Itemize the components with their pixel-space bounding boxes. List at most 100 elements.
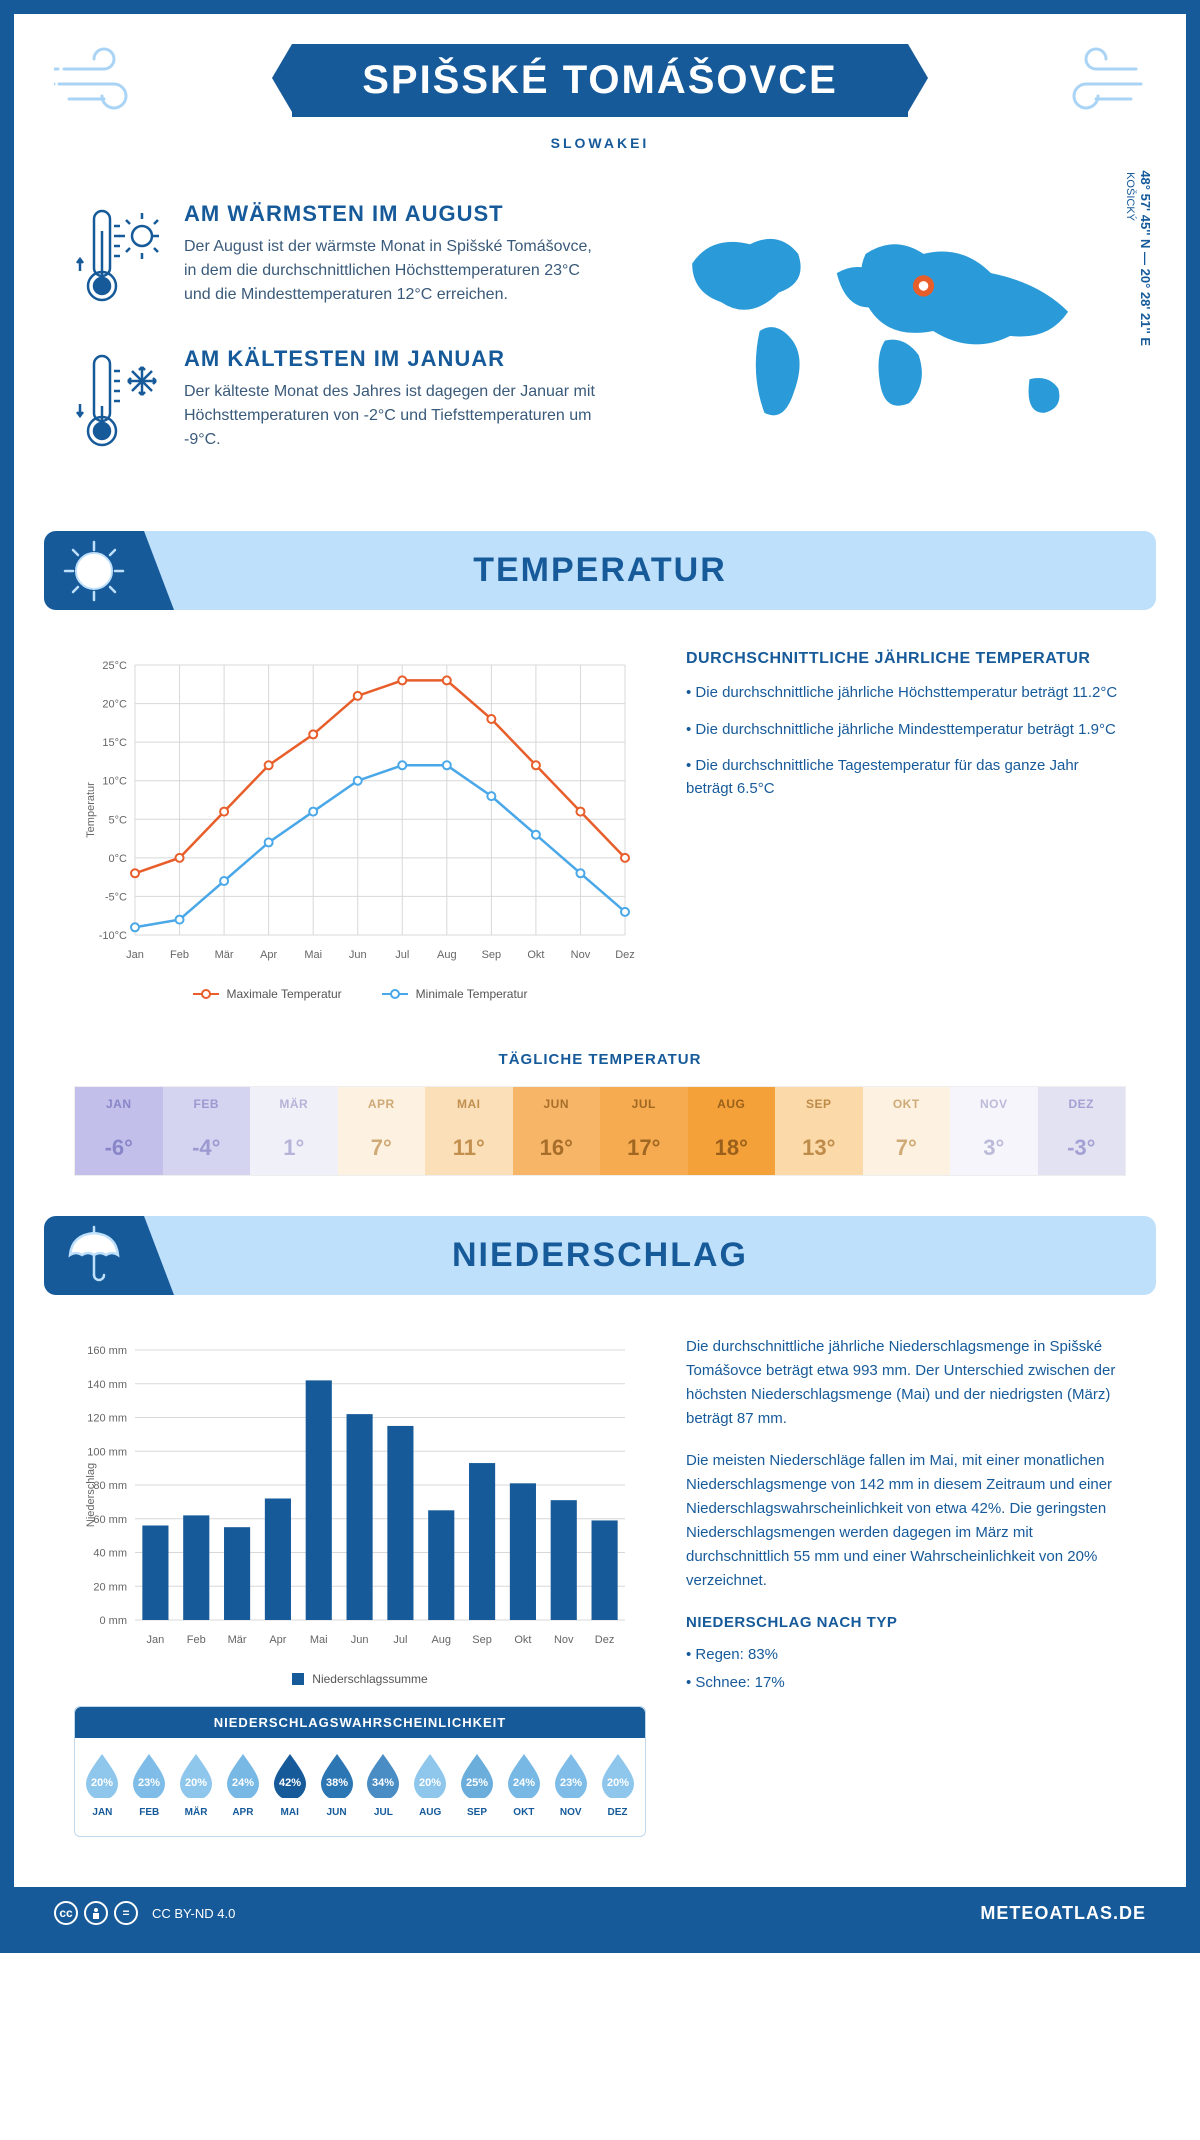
daily-temp-title: TÄGLICHE TEMPERATUR [14,1051,1186,1068]
map-column: KOŠICKÝ 48° 57' 45'' N — 20° 28' 21'' E [644,201,1126,491]
daily-cell: JAN-6° [75,1087,163,1175]
svg-text:Okt: Okt [527,949,544,961]
daily-temperature-table: JAN-6°FEB-4°MÄR1°APR7°MAI11°JUN16°JUL17°… [74,1086,1126,1176]
svg-text:24%: 24% [232,1777,254,1789]
daily-cell: FEB-4° [163,1087,251,1175]
temp-bullet: • Die durchschnittliche Tagestemperatur … [686,755,1126,800]
svg-text:34%: 34% [372,1777,394,1789]
precipitation-text: Die durchschnittliche jährliche Niedersc… [686,1335,1126,1837]
svg-text:23%: 23% [138,1777,160,1789]
precip-paragraph: Die durchschnittliche jährliche Niedersc… [686,1335,1126,1431]
thermometer-sun-icon [74,201,164,316]
wind-icon-right [1026,44,1146,124]
probability-drop: 20% AUG [410,1750,450,1818]
precip-legend: Niederschlagssumme [74,1672,646,1686]
probability-drop: 34% JUL [363,1750,403,1818]
temperature-legend: .legend-item:nth-child(1) .legend-line::… [74,987,646,1001]
svg-text:15°C: 15°C [102,737,127,749]
svg-text:Feb: Feb [187,1634,206,1646]
svg-text:Okt: Okt [514,1634,531,1646]
precip-type-item: • Regen: 83% [686,1643,1126,1667]
svg-text:140 mm: 140 mm [87,1379,127,1391]
svg-text:Jan: Jan [147,1634,165,1646]
probability-box: NIEDERSCHLAGSWAHRSCHEINLICHKEIT 20% JAN … [74,1706,646,1837]
svg-text:Nov: Nov [571,949,591,961]
svg-text:Feb: Feb [170,949,189,961]
svg-text:42%: 42% [279,1777,301,1789]
daily-cell: NOV3° [950,1087,1038,1175]
world-map [644,201,1126,461]
thermometer-snow-icon [74,346,164,461]
daily-cell: AUG18° [688,1087,776,1175]
probability-drop: 20% MÄR [176,1750,216,1818]
fact-coldest: AM KÄLTESTEN IM JANUAR Der kälteste Mona… [74,346,604,461]
svg-text:Mai: Mai [310,1634,328,1646]
precipitation-bar-chart: 0 mm20 mm40 mm60 mm80 mm100 mm120 mm140 … [74,1335,646,1655]
svg-text:Jul: Jul [395,949,409,961]
daily-cell: JUL17° [600,1087,688,1175]
svg-text:Temperatur: Temperatur [85,782,97,838]
region-label: KOŠICKÝ [1124,172,1136,221]
precip-type-title: NIEDERSCHLAG NACH TYP [686,1611,1126,1635]
svg-text:Apr: Apr [260,949,277,961]
wind-icon-left [54,44,174,124]
precipitation-content: 0 mm20 mm40 mm60 mm80 mm100 mm120 mm140 … [14,1295,1186,1867]
precip-type-item: • Schnee: 17% [686,1671,1126,1695]
temp-info-title: DURCHSCHNITTLICHE JÄHRLICHE TEMPERATUR [686,650,1126,668]
fact-cold-title: AM KÄLTESTEN IM JANUAR [184,346,604,372]
umbrella-icon [44,1216,144,1295]
svg-text:Mär: Mär [215,949,234,961]
svg-text:Nov: Nov [554,1634,574,1646]
sun-icon [44,531,144,610]
temperature-info: DURCHSCHNITTLICHE JÄHRLICHE TEMPERATUR •… [686,650,1126,1001]
probability-drop: 23% NOV [551,1750,591,1818]
daily-cell: DEZ-3° [1038,1087,1126,1175]
page-root: SPIŠSKÉ TOMÁŠOVCE SLOWAKEI [0,0,1200,1953]
temperature-line-chart: -10°C-5°C0°C5°C10°C15°C20°C25°CJanFebMär… [74,650,646,970]
legend-precip-label: Niederschlagssumme [312,1672,427,1686]
svg-text:0°C: 0°C [109,853,128,865]
svg-text:80 mm: 80 mm [93,1480,127,1492]
svg-text:Jul: Jul [393,1634,407,1646]
svg-text:Mär: Mär [228,1634,247,1646]
probability-row: 20% JAN 23% FEB 20% MÄR 24% APR 42% MAI [75,1738,645,1824]
svg-text:Niederschlag: Niederschlag [85,1463,97,1527]
precip-paragraph: Die meisten Niederschläge fallen im Mai,… [686,1449,1126,1593]
probability-drop: 42% MAI [270,1750,310,1818]
svg-text:10°C: 10°C [102,776,127,788]
page-title: SPIŠSKÉ TOMÁŠOVCE [292,44,908,117]
precipitation-section-header: NIEDERSCHLAG [44,1216,1156,1295]
svg-text:Aug: Aug [431,1634,451,1646]
daily-cell: MÄR1° [250,1087,338,1175]
probability-drop: 25% SEP [457,1750,497,1818]
svg-text:Jun: Jun [351,1634,369,1646]
svg-text:60 mm: 60 mm [93,1514,127,1526]
svg-text:Dez: Dez [595,1634,615,1646]
probability-drop: 24% OKT [504,1750,544,1818]
svg-text:20%: 20% [91,1777,113,1789]
temp-bullet: • Die durchschnittliche jährliche Höchst… [686,682,1126,705]
svg-text:Sep: Sep [472,1634,492,1646]
svg-text:20%: 20% [185,1777,207,1789]
temperature-section-header: TEMPERATUR [44,531,1156,610]
svg-text:20 mm: 20 mm [93,1581,127,1593]
svg-text:40 mm: 40 mm [93,1548,127,1560]
svg-text:-5°C: -5°C [105,891,127,903]
fact-warm-text: Der August ist der wärmste Monat in Spiš… [184,235,604,307]
temperature-content: -10°C-5°C0°C5°C10°C15°C20°C25°CJanFebMär… [14,610,1186,1041]
probability-title: NIEDERSCHLAGSWAHRSCHEINLICHKEIT [75,1707,645,1738]
daily-cell: APR7° [338,1087,426,1175]
svg-text:23%: 23% [560,1777,582,1789]
fact-cold-text: Der kälteste Monat des Jahres ist dagege… [184,380,604,452]
svg-text:38%: 38% [326,1777,348,1789]
svg-text:Aug: Aug [437,949,457,961]
probability-drop: 24% APR [223,1750,263,1818]
svg-text:20%: 20% [607,1777,629,1789]
footer: cc = CC BY-ND 4.0 METEOATLAS.DE [14,1887,1186,1939]
temp-bullet: • Die durchschnittliche jährliche Mindes… [686,719,1126,742]
probability-drop: 38% JUN [317,1750,357,1818]
svg-text:Jun: Jun [349,949,367,961]
footer-brand: METEOATLAS.DE [980,1903,1146,1924]
svg-text:100 mm: 100 mm [87,1446,127,1458]
svg-text:0 mm: 0 mm [100,1615,128,1627]
